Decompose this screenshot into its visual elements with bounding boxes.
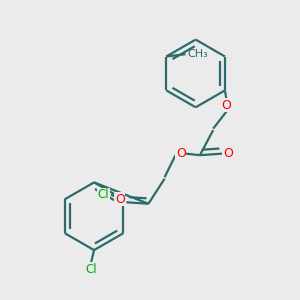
Text: O: O (224, 147, 233, 160)
Text: O: O (221, 99, 231, 112)
Text: CH₃: CH₃ (187, 49, 208, 59)
Text: Cl: Cl (85, 263, 97, 276)
Text: O: O (176, 147, 186, 160)
Text: O: O (115, 193, 125, 206)
Text: Cl: Cl (98, 188, 109, 201)
